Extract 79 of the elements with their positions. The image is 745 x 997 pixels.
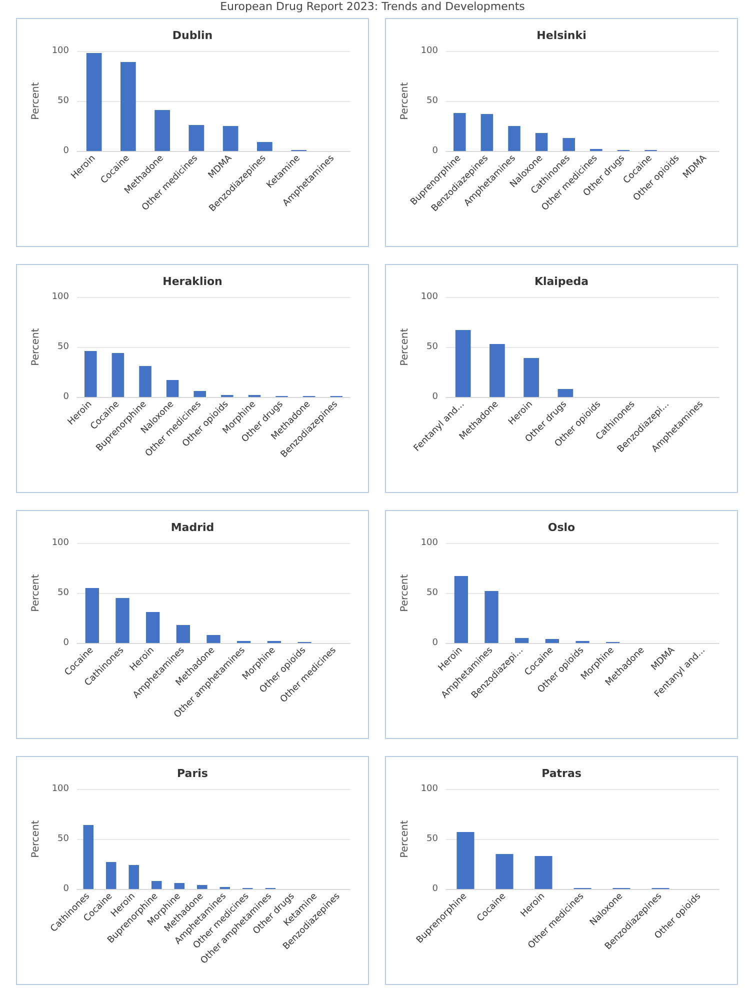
chart-title: Madrid: [170, 521, 214, 534]
y-axis-title: Percent: [399, 574, 410, 612]
y-axis-title: Percent: [399, 820, 410, 858]
y-tick-label: 0: [432, 146, 438, 156]
bar: [490, 344, 505, 397]
y-tick-label: 50: [58, 96, 70, 106]
y-tick-label: 100: [52, 538, 70, 548]
bar: [116, 598, 130, 643]
y-tick-label: 100: [52, 46, 70, 56]
chart-title: Patras: [542, 767, 582, 780]
y-tick-label: 0: [63, 884, 70, 894]
chart-title: Heraklion: [162, 275, 222, 288]
bar: [534, 856, 552, 889]
y-tick-label: 50: [58, 342, 70, 352]
bar: [176, 625, 190, 643]
bar: [496, 854, 514, 889]
bar: [84, 351, 97, 397]
y-tick-label: 100: [420, 538, 438, 548]
y-axis-title: Percent: [30, 574, 42, 612]
bar: [139, 366, 152, 397]
bar: [206, 635, 220, 643]
bar: [120, 62, 136, 151]
bar: [515, 638, 529, 643]
bar: [484, 591, 498, 643]
bar: [152, 881, 162, 889]
y-tick-label: 100: [420, 46, 438, 56]
bar: [508, 126, 520, 151]
bar: [524, 358, 539, 397]
y-tick-label: 0: [432, 392, 438, 402]
bar: [222, 126, 238, 151]
y-tick-label: 100: [420, 292, 438, 302]
bar: [128, 865, 139, 889]
bar: [106, 862, 116, 889]
y-tick-label: 0: [432, 638, 438, 648]
bar: [112, 353, 124, 397]
bar: [535, 133, 548, 151]
text: European Drug Report 2023: Trends and Developments: [219, 0, 526, 13]
bar: [456, 832, 474, 889]
y-tick-label: 50: [58, 834, 70, 844]
bar: [83, 825, 94, 889]
bar: [154, 110, 170, 151]
bar: [197, 885, 208, 889]
chart-title: Klaipeda: [534, 275, 589, 288]
bar: [257, 142, 272, 151]
bar: [562, 138, 575, 151]
y-tick-label: 50: [426, 96, 438, 106]
y-tick-label: 50: [426, 588, 438, 598]
bar: [454, 576, 468, 643]
bar: [480, 114, 494, 151]
y-tick-label: 50: [58, 588, 70, 598]
y-tick-label: 100: [420, 784, 438, 794]
bar: [174, 883, 184, 889]
y-tick-label: 0: [63, 146, 70, 156]
y-tick-label: 0: [63, 392, 70, 402]
y-tick-label: 100: [52, 292, 70, 302]
y-tick-label: 50: [426, 834, 438, 844]
y-axis-title: Percent: [30, 328, 42, 366]
bar: [558, 389, 574, 397]
bar: [455, 330, 471, 397]
y-tick-label: 100: [52, 784, 70, 794]
y-axis-title: Percent: [399, 82, 410, 120]
chart-title: Dublin: [172, 29, 213, 42]
bar: [166, 380, 179, 397]
bar: [545, 639, 559, 643]
y-axis-title: Percent: [30, 820, 42, 858]
chart-title: Paris: [177, 767, 208, 780]
bar: [146, 612, 160, 643]
y-tick-label: 0: [432, 884, 438, 894]
chart-title: Helsinki: [536, 29, 586, 42]
bar: [85, 588, 99, 643]
y-axis-title: Percent: [30, 82, 42, 120]
bar: [194, 391, 206, 397]
y-tick-label: 50: [426, 342, 438, 352]
bar: [86, 53, 102, 151]
bar: [454, 113, 466, 151]
y-tick-label: 0: [63, 638, 70, 648]
y-axis-title: Percent: [399, 328, 410, 366]
chart-title: Oslo: [548, 521, 576, 534]
bar: [188, 125, 204, 151]
